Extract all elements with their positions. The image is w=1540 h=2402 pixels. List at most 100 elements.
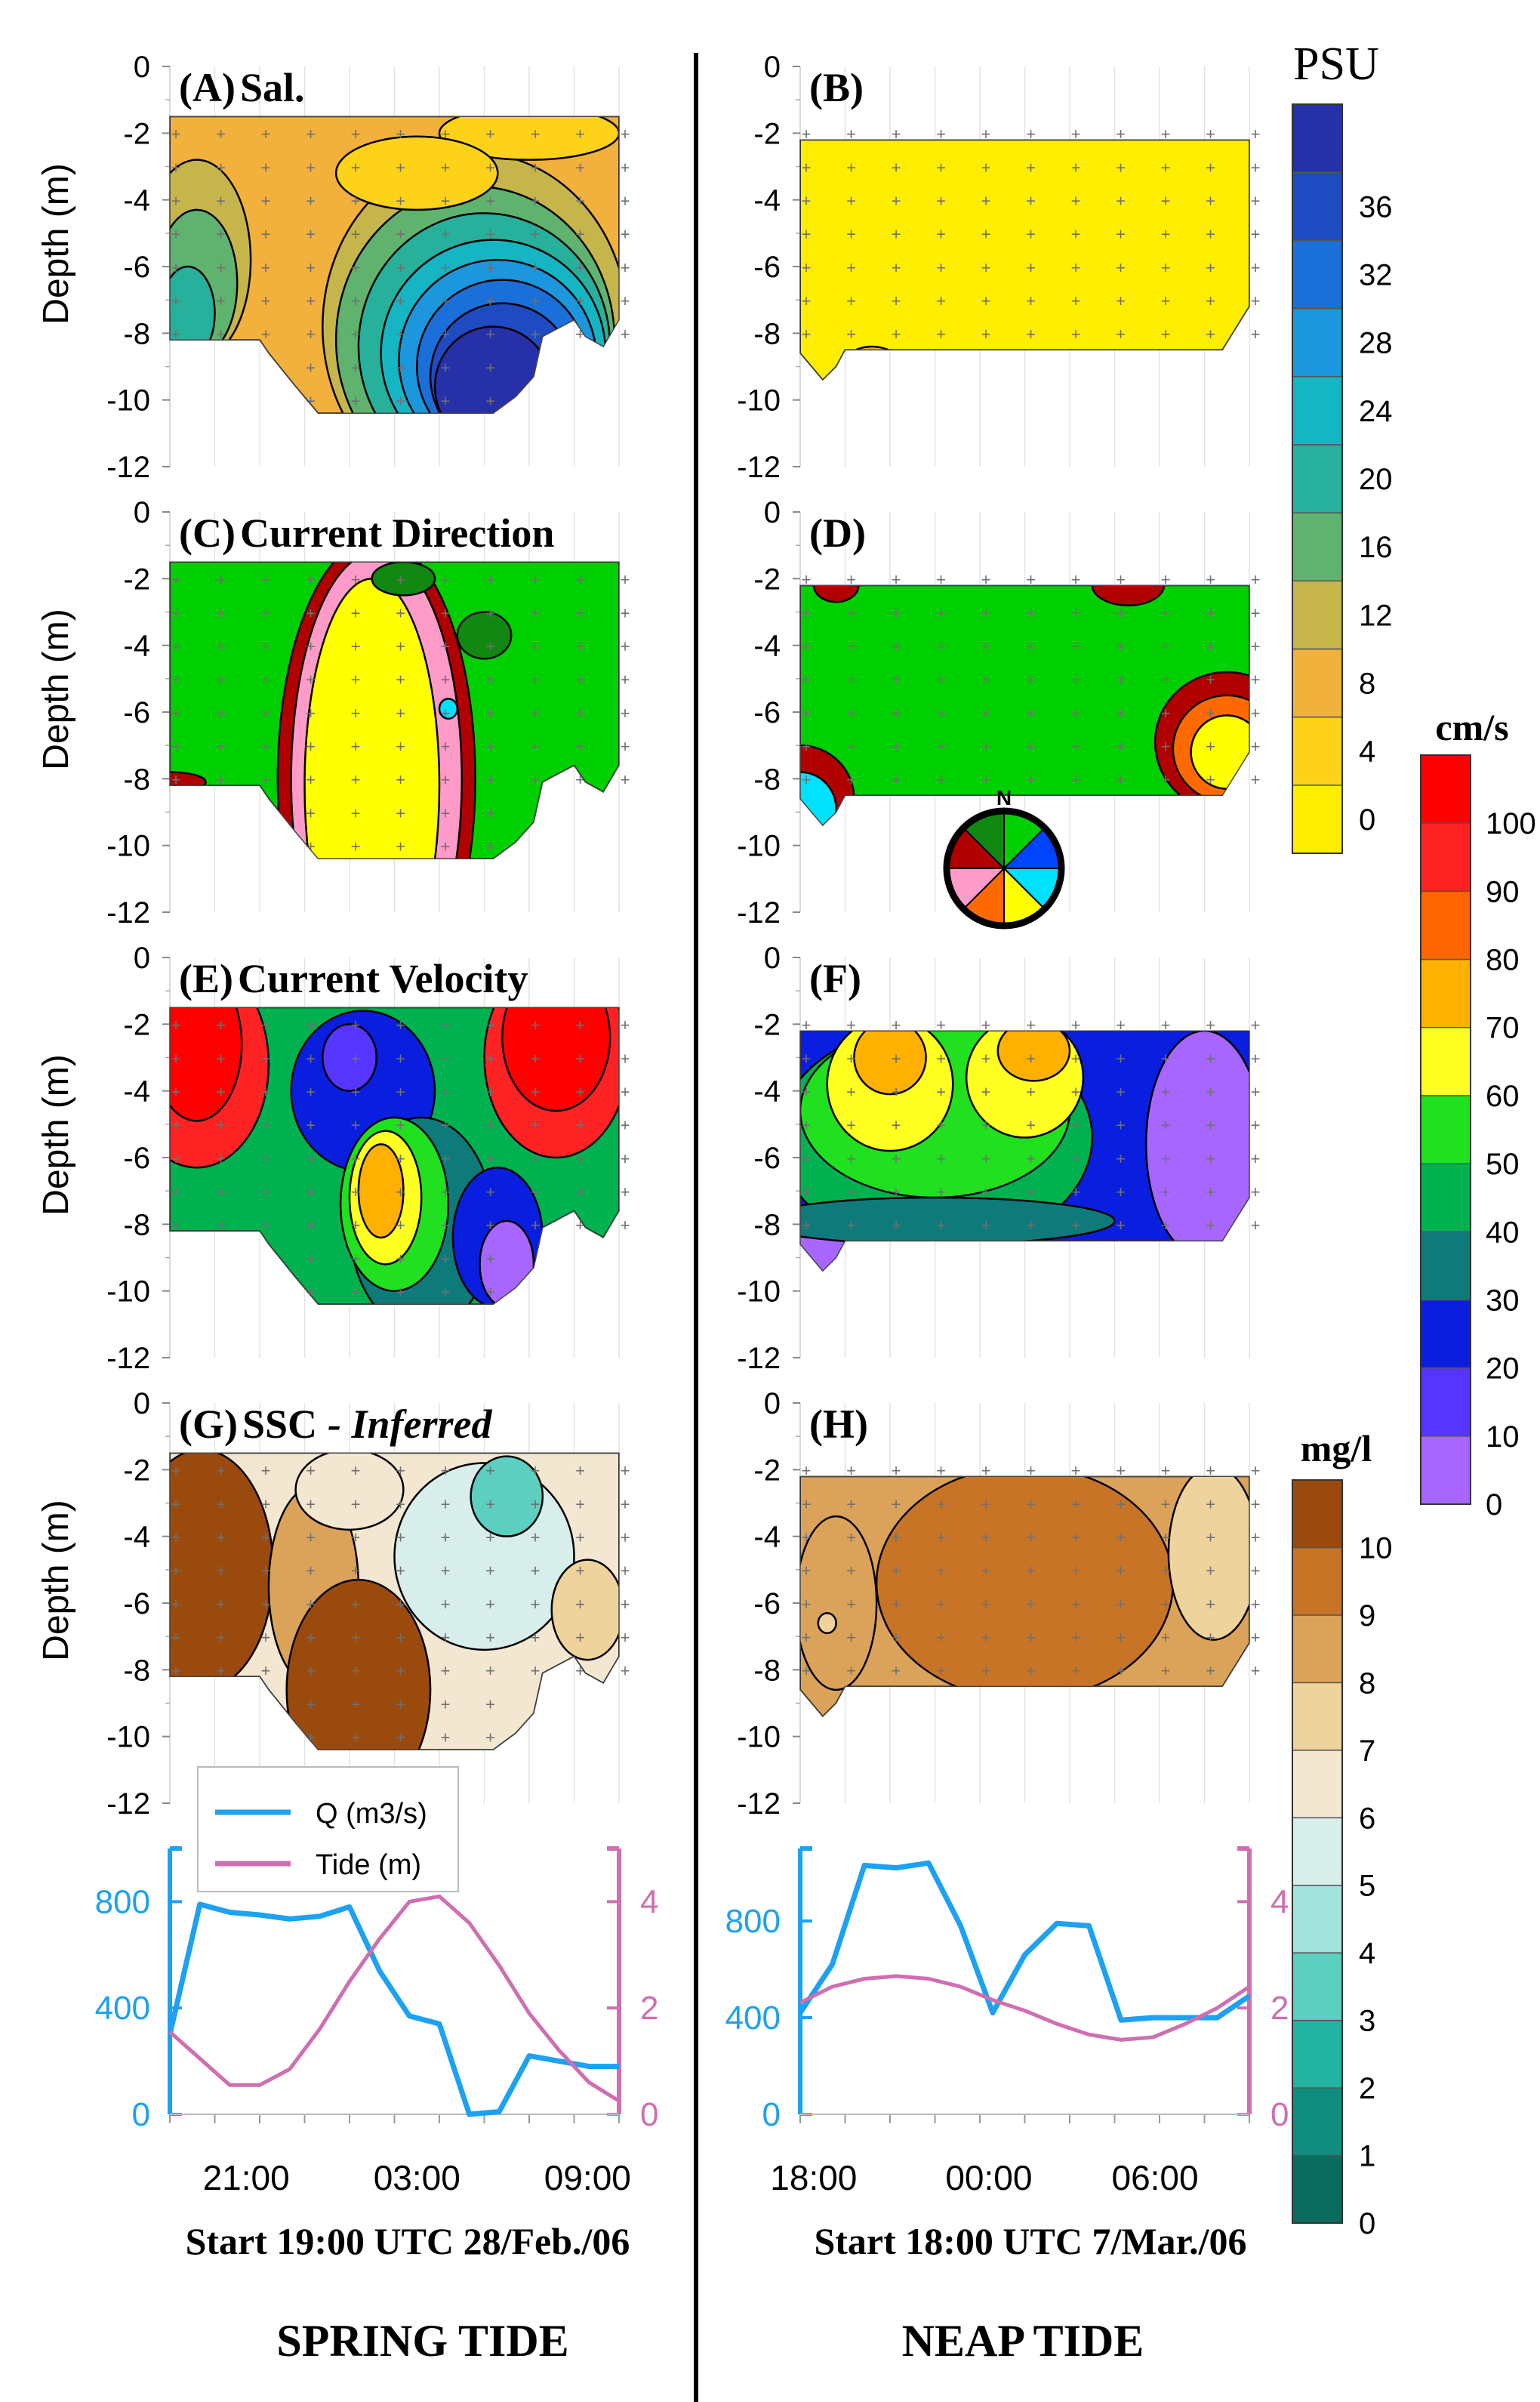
sample-point: +	[981, 1628, 991, 1647]
sample-point: +	[621, 1562, 630, 1580]
left-tick-label: 0	[762, 2096, 781, 2133]
sample-point: +	[802, 1216, 812, 1235]
sample-point: +	[802, 1595, 812, 1614]
sample-point: +	[351, 258, 361, 277]
depth-tick-label: -4	[753, 1075, 781, 1108]
sample-point: +	[575, 325, 585, 344]
sample-point: +	[1026, 603, 1036, 622]
sample-point: +	[485, 1149, 495, 1168]
sample-point: +	[171, 158, 181, 177]
sample-point: +	[441, 837, 451, 856]
sample-point: +	[485, 1216, 495, 1235]
sample-point: +	[261, 291, 271, 310]
sample-point: +	[846, 704, 856, 723]
sample-point: +	[441, 1661, 451, 1680]
sample-point: +	[216, 737, 226, 756]
line-chart-neap: 0 400 800 0 2 4 18:00 00:00 06:00	[725, 1846, 1289, 2197]
sample-point: +	[1026, 192, 1036, 211]
sample-point: +	[216, 1116, 226, 1135]
depth-tick-label: -10	[106, 830, 150, 863]
sample-point: +	[351, 392, 361, 411]
sample-point: +	[1026, 570, 1036, 589]
sample-point: +	[846, 570, 856, 589]
contour-band	[812, 585, 860, 603]
colorbar-tick-label: 8	[1359, 668, 1375, 701]
sample-point: +	[441, 258, 451, 277]
sample-point: +	[575, 192, 585, 211]
sample-point: +	[802, 737, 812, 756]
sample-point: +	[396, 671, 405, 689]
sample-point: +	[441, 1461, 451, 1480]
tide-line	[799, 1974, 1251, 2042]
sample-point: +	[1206, 1494, 1215, 1513]
sample-point: +	[216, 1049, 226, 1068]
sample-point: +	[936, 1016, 946, 1034]
sample-point: +	[531, 158, 541, 177]
contour-band	[170, 1453, 275, 1691]
sample-point: +	[441, 1728, 451, 1747]
sample-point: +	[846, 671, 856, 689]
depth-tick-label: -4	[753, 630, 781, 663]
sample-point: +	[306, 1083, 316, 1102]
depth-axis-title: Depth (m)	[36, 1054, 76, 1215]
depth-tick-label: -6	[753, 696, 781, 729]
sample-point: +	[1206, 570, 1215, 589]
sample-point: +	[1206, 637, 1215, 656]
sample-point: +	[396, 1283, 405, 1302]
sample-point: +	[1206, 258, 1215, 277]
sample-point: +	[802, 637, 812, 656]
sample-point: +	[1116, 1661, 1126, 1680]
sample-point: +	[531, 125, 541, 143]
sample-point: +	[441, 1216, 451, 1235]
panel-letter: (C)	[179, 510, 236, 556]
depth-tick-label: -4	[123, 1521, 150, 1554]
sample-point: +	[1161, 1116, 1171, 1135]
sample-point: +	[261, 1182, 271, 1201]
sample-point: +	[171, 1216, 181, 1235]
region-outline	[799, 584, 1250, 827]
sample-point: +	[396, 158, 405, 177]
sample-point: +	[892, 1116, 901, 1135]
sample-point: +	[485, 1182, 495, 1201]
sample-point: +	[1161, 737, 1171, 756]
sample-point: +	[441, 704, 451, 723]
sample-point: +	[575, 770, 585, 789]
sample-point: +	[1206, 1016, 1215, 1034]
sample-point: +	[802, 770, 812, 789]
sample-point: +	[531, 1528, 541, 1547]
sample-point: +	[621, 291, 630, 310]
sample-point: +	[981, 704, 991, 723]
depth-tick-label: -2	[753, 1008, 781, 1041]
sample-point: +	[936, 1494, 946, 1513]
sample-point: +	[485, 704, 495, 723]
sample-point: +	[306, 737, 316, 756]
colorbar-swatch	[1292, 1682, 1343, 1751]
sample-point: +	[485, 1283, 495, 1302]
contour-band	[456, 611, 513, 660]
sample-point: +	[531, 1628, 541, 1647]
sample-point: +	[351, 291, 361, 310]
region-outline	[169, 1452, 620, 1751]
colorbar-tick-label: 28	[1359, 327, 1393, 360]
sample-point: +	[485, 637, 495, 656]
sample-point: +	[621, 603, 630, 622]
sample-point: +	[575, 1116, 585, 1135]
sample-point: +	[216, 570, 226, 589]
sample-point: +	[306, 1016, 316, 1034]
sample-point: +	[351, 770, 361, 789]
sample-point: +	[306, 1562, 316, 1580]
contour-band	[1091, 585, 1166, 606]
sample-point: +	[1206, 1216, 1215, 1235]
sample-point: +	[531, 570, 541, 589]
right-tick-label: 4	[640, 1883, 658, 1920]
sample-point: +	[485, 125, 495, 143]
sample-point: +	[1251, 1016, 1261, 1034]
sample-point: +	[575, 1461, 585, 1480]
sample-point: +	[892, 1049, 901, 1068]
sample-point: +	[802, 258, 812, 277]
colorbar-tick-label: 16	[1359, 531, 1393, 564]
x-tick-label: 09:00	[544, 2158, 631, 2197]
sample-point: +	[981, 291, 991, 310]
depth-tick-label: -6	[753, 1587, 781, 1620]
sample-point: +	[846, 225, 856, 244]
